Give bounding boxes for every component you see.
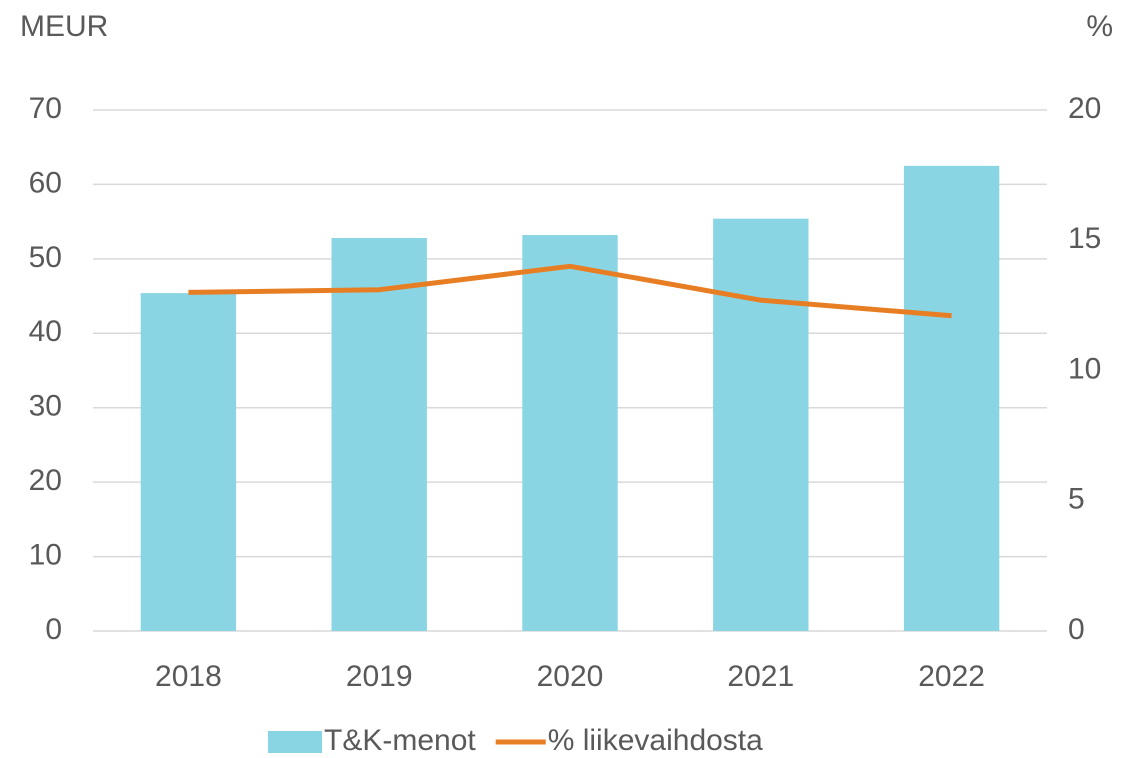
x-tick-label: 2021 [727,660,794,693]
y-tick-label: 40 [29,315,62,348]
y-axis-title: MEUR [20,10,108,43]
y-tick-label: 50 [29,241,62,274]
bar [140,293,237,631]
legend-label: % liikevaihdosta [548,724,763,757]
y-tick-label: 30 [29,390,62,423]
x-tick-label: 2018 [155,660,222,693]
y-tick-label: 70 [29,92,62,125]
bar [713,218,809,631]
bar [331,238,427,631]
y-tick-label: 20 [29,464,62,497]
y2-tick-label: 0 [1068,613,1085,646]
bar [903,165,1000,632]
y2-axis-title: % [1086,10,1113,43]
y-tick-label: 10 [29,538,62,571]
x-tick-label: 2019 [346,660,413,693]
y2-tick-label: 15 [1068,222,1101,255]
y2-tick-label: 20 [1068,92,1101,125]
y2-tick-label: 5 [1068,483,1085,516]
x-tick-label: 2020 [537,660,604,693]
line [188,263,952,319]
y2-tick-label: 10 [1068,352,1101,385]
y-tick-label: 60 [29,166,62,199]
bar [522,235,618,632]
legend-label: T&K-menot [324,724,476,757]
x-tick-label: 2022 [918,660,985,693]
legend-swatch [268,731,322,753]
y-tick-label: 0 [45,613,62,646]
